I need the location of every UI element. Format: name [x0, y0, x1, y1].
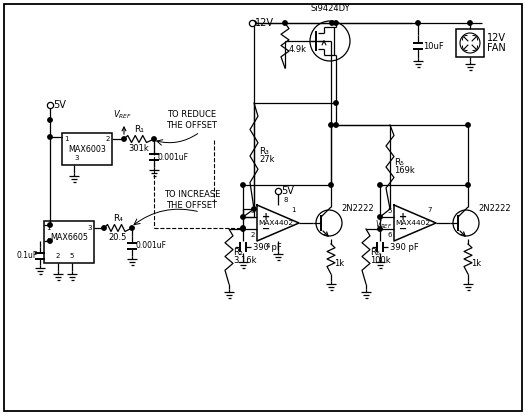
Text: 0.1uF: 0.1uF	[17, 251, 38, 261]
Text: FAN: FAN	[487, 43, 506, 53]
Text: MAX6605: MAX6605	[50, 232, 88, 242]
Text: TO INCREASE
THE OFFSET: TO INCREASE THE OFFSET	[164, 190, 220, 210]
Circle shape	[329, 123, 333, 127]
Text: R₁: R₁	[134, 125, 144, 134]
Text: TO REDUCE
THE OFFSET: TO REDUCE THE OFFSET	[167, 110, 217, 130]
Text: 1: 1	[64, 136, 68, 142]
Circle shape	[48, 239, 52, 243]
Circle shape	[102, 226, 106, 230]
Circle shape	[252, 21, 256, 25]
Text: 4: 4	[46, 238, 50, 244]
Text: 12V: 12V	[487, 33, 506, 43]
Circle shape	[334, 123, 338, 127]
Text: 10uF: 10uF	[423, 42, 444, 51]
Text: 390 pF: 390 pF	[253, 242, 282, 251]
Text: 0.001uF: 0.001uF	[136, 242, 167, 251]
Circle shape	[334, 21, 338, 25]
Circle shape	[241, 227, 245, 231]
Text: 27k: 27k	[259, 156, 275, 164]
Text: 2: 2	[56, 253, 60, 259]
Text: MAX6003: MAX6003	[68, 144, 106, 154]
Circle shape	[48, 135, 52, 139]
Text: 3: 3	[87, 225, 92, 231]
Circle shape	[241, 226, 245, 230]
Text: 390 pF: 390 pF	[390, 242, 419, 251]
Text: MAX4402: MAX4402	[258, 220, 294, 226]
Text: 0.001uF: 0.001uF	[158, 152, 189, 161]
Text: 8: 8	[284, 197, 288, 203]
Text: R₆: R₆	[370, 248, 380, 257]
Text: 2: 2	[250, 232, 255, 238]
Circle shape	[152, 137, 156, 141]
Text: MAX4402: MAX4402	[396, 220, 431, 226]
Text: 2N2222: 2N2222	[341, 205, 373, 213]
Text: +: +	[399, 212, 407, 222]
Text: R₃: R₃	[259, 147, 269, 156]
Circle shape	[416, 21, 420, 25]
Circle shape	[468, 21, 472, 25]
Circle shape	[378, 215, 382, 219]
Text: 7: 7	[428, 207, 432, 213]
Text: $V_{REF}$: $V_{REF}$	[113, 108, 132, 121]
Text: 1: 1	[291, 207, 295, 213]
Text: 301k: 301k	[129, 144, 149, 153]
Circle shape	[378, 183, 382, 187]
Text: 3: 3	[75, 155, 79, 161]
Circle shape	[241, 183, 245, 187]
Text: 4.9k: 4.9k	[289, 45, 307, 54]
Text: R₄: R₄	[113, 214, 123, 223]
Circle shape	[334, 101, 338, 105]
Bar	[62, 133, 112, 165]
Text: Si9424DY: Si9424DY	[310, 4, 350, 13]
Circle shape	[130, 226, 134, 230]
Text: −: −	[399, 224, 407, 234]
Text: 1: 1	[46, 225, 50, 231]
Text: 5: 5	[388, 208, 392, 214]
Text: −: −	[262, 224, 270, 234]
Bar	[44, 221, 94, 263]
Text: 1k: 1k	[471, 259, 481, 268]
Text: 2N2222: 2N2222	[478, 205, 511, 213]
Circle shape	[48, 118, 52, 122]
Text: 5: 5	[70, 253, 74, 259]
Text: $V_{REF}$: $V_{REF}$	[375, 219, 392, 231]
Text: R₅: R₅	[394, 159, 404, 168]
Circle shape	[283, 21, 287, 25]
Text: 1k: 1k	[334, 259, 344, 268]
Circle shape	[330, 21, 334, 25]
Text: 20.5: 20.5	[109, 233, 127, 242]
Circle shape	[241, 215, 245, 219]
Text: 100k: 100k	[370, 256, 391, 265]
Circle shape	[466, 183, 470, 187]
Text: 6: 6	[388, 232, 392, 238]
Circle shape	[122, 137, 126, 141]
Circle shape	[252, 207, 256, 211]
Text: 5V: 5V	[281, 186, 294, 196]
Text: 169k: 169k	[394, 166, 414, 176]
Circle shape	[48, 223, 52, 227]
Text: +: +	[262, 212, 270, 222]
Text: 5V: 5V	[53, 100, 66, 110]
Bar	[456, 29, 484, 57]
Circle shape	[378, 227, 382, 231]
Circle shape	[329, 183, 333, 187]
Text: 3.16k: 3.16k	[233, 256, 257, 265]
Text: 2: 2	[106, 136, 110, 142]
Text: R₂: R₂	[233, 248, 243, 257]
Text: 4: 4	[266, 243, 270, 249]
Circle shape	[466, 123, 470, 127]
Text: 12V: 12V	[255, 18, 274, 28]
Text: 3: 3	[250, 208, 255, 214]
